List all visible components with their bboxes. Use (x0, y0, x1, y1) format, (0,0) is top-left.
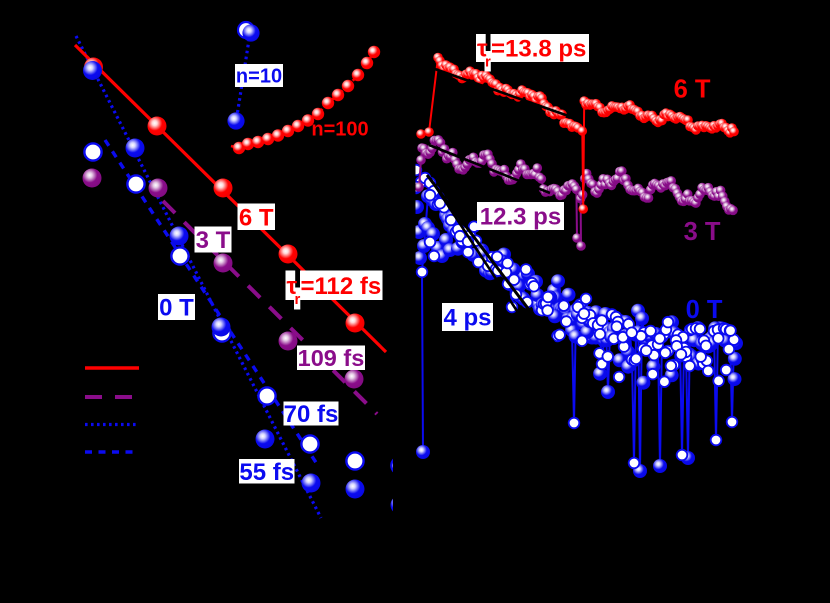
svg-text:3 T: 3 T (684, 218, 721, 246)
svg-text:55 fs: 55 fs (239, 459, 294, 486)
svg-text:109 fs: 109 fs (298, 345, 365, 371)
svg-text:r: r (295, 292, 301, 308)
svg-text:3 T: 3 T (196, 227, 231, 254)
svg-text:r: r (485, 55, 491, 71)
svg-text:70 fs: 70 fs (284, 401, 339, 428)
svg-text:0 T: 0 T (686, 296, 723, 324)
svg-text:τ: τ (287, 273, 298, 300)
svg-text:n=10: n=10 (236, 66, 282, 88)
svg-text:6 T: 6 T (239, 204, 274, 231)
svg-text:τ: τ (477, 36, 488, 63)
svg-text:12.3 ps: 12.3 ps (480, 204, 561, 231)
svg-text:0 T: 0 T (159, 295, 194, 322)
svg-text:=13.8 ps: =13.8 ps (491, 36, 586, 63)
svg-text:n=100: n=100 (311, 119, 368, 141)
svg-text:6 T: 6 T (674, 75, 711, 103)
svg-text:4 ps: 4 ps (443, 305, 491, 332)
svg-text:=112 fs: =112 fs (301, 273, 382, 300)
